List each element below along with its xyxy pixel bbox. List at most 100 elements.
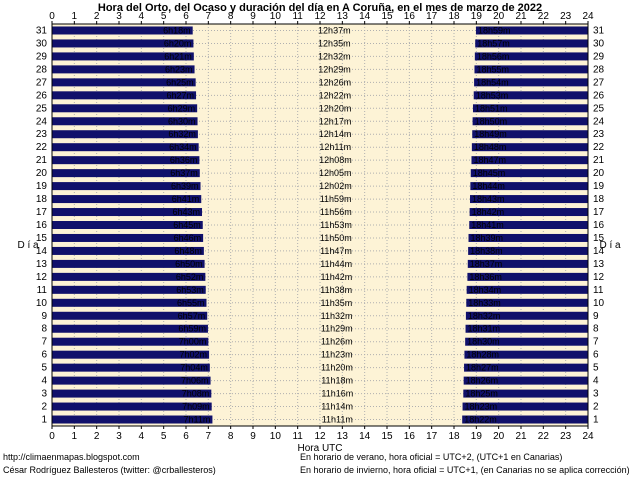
- x-tick-label-bottom: 4: [139, 431, 145, 442]
- x-tick-label-bottom: 5: [161, 431, 167, 442]
- sunrise-label: 6h27m: [167, 90, 195, 100]
- sunset-label: 18h34m: [469, 285, 502, 295]
- day-label-left: 9: [41, 311, 47, 322]
- sunrise-label: 7h11m: [184, 415, 211, 425]
- daylength-label: 12h20m: [319, 103, 352, 113]
- x-tick-label-bottom: 15: [381, 431, 393, 442]
- footer-note-summer: En horario de verano, hora oficial = UTC…: [300, 452, 563, 462]
- day-label-right: 24: [593, 116, 605, 127]
- sunset-label: 18h30m: [467, 337, 500, 347]
- plot-frame: [51, 23, 589, 427]
- x-tick-label-top: 9: [250, 11, 256, 22]
- x-tick-label-bottom: 23: [560, 431, 572, 442]
- daylength-label: 11h14m: [321, 402, 353, 412]
- day-label-right: 16: [593, 220, 605, 231]
- night-bar-evening: [463, 376, 588, 385]
- sunrise-label: 6h36m: [170, 155, 198, 165]
- day-label-right: 30: [593, 38, 605, 49]
- day-label-right: 28: [593, 64, 605, 75]
- x-tick-label-bottom: 11: [292, 431, 303, 442]
- daylength-label: 12h26m: [319, 77, 352, 87]
- daylength-label: 12h14m: [319, 129, 352, 139]
- night-bar-morning: [52, 311, 208, 320]
- sunrise-label: 6h45m: [173, 220, 201, 230]
- sunrise-label: 6h46m: [174, 233, 202, 243]
- night-bar-evening: [475, 26, 588, 35]
- night-bar-evening: [471, 156, 588, 165]
- x-tick-label-bottom: 3: [116, 431, 122, 442]
- sunrise-label: 7h06m: [181, 376, 209, 386]
- x-tick-label-bottom: 13: [337, 431, 349, 442]
- sunrise-label: 6h48m: [174, 246, 202, 256]
- night-bar-morning: [52, 350, 210, 359]
- x-tick-label-bottom: 22: [538, 431, 550, 442]
- day-label-left: 31: [36, 25, 48, 36]
- night-bar-morning: [52, 259, 205, 268]
- day-label-left: 22: [36, 142, 48, 153]
- x-tick-label-bottom: 20: [493, 431, 505, 442]
- night-bar-evening: [473, 91, 588, 100]
- night-bar-morning: [52, 26, 193, 35]
- daylength-label: 11h29m: [321, 324, 353, 334]
- x-tick-label-bottom: 6: [183, 431, 189, 442]
- night-bar-evening: [465, 324, 588, 333]
- x-tick-label-bottom: 14: [359, 431, 371, 442]
- day-label-left: 8: [41, 324, 47, 335]
- x-axis-label: Hora UTC: [297, 443, 342, 454]
- daylength-label: 11h38m: [320, 285, 352, 295]
- day-label-right: 3: [593, 389, 599, 400]
- night-bar-evening: [469, 208, 588, 217]
- x-tick-label-top: 2: [94, 11, 100, 22]
- sunset-label: 18h44m: [472, 181, 505, 191]
- night-bar-evening: [465, 337, 588, 346]
- sunrise-label: 6h43m: [172, 207, 200, 217]
- day-label-right: 7: [593, 337, 599, 348]
- sunrise-label: 6h37m: [170, 168, 198, 178]
- x-tick-label-top: 5: [161, 11, 167, 22]
- night-bar-evening: [472, 117, 588, 126]
- day-label-right: 31: [593, 25, 605, 36]
- sunset-label: 18h28m: [466, 350, 499, 360]
- day-label-left: 5: [41, 363, 47, 374]
- day-label-left: 25: [36, 103, 48, 114]
- x-tick-label-top: 18: [448, 11, 460, 22]
- night-bar-morning: [52, 221, 203, 229]
- x-tick-label-top: 6: [183, 11, 189, 22]
- sunrise-label: 7h08m: [182, 389, 210, 399]
- x-tick-label-bottom: 7: [206, 431, 212, 442]
- sunset-label: 18h27m: [466, 363, 499, 373]
- day-label-left: 28: [36, 64, 48, 75]
- sunrise-label: 6h59m: [178, 324, 206, 334]
- night-bar-evening: [462, 402, 588, 411]
- daylength-label: 11h23m: [321, 350, 353, 360]
- x-tick-label-top: 10: [270, 11, 282, 22]
- night-bar-evening: [468, 233, 588, 242]
- x-tick-label-top: 14: [359, 11, 371, 22]
- daylength-label: 12h22m: [319, 90, 352, 100]
- daylength-label: 12h32m: [318, 51, 351, 61]
- night-bar-morning: [52, 246, 204, 255]
- night-bar-morning: [52, 156, 200, 165]
- sunset-label: 18h55m: [476, 64, 509, 74]
- sunrise-label: 6h34m: [169, 142, 197, 152]
- sunset-label: 18h41m: [471, 220, 504, 230]
- x-tick-label-bottom: 1: [72, 431, 78, 442]
- day-label-left: 4: [41, 376, 47, 387]
- night-bar-morning: [52, 169, 200, 178]
- x-tick-label-top: 4: [139, 11, 145, 22]
- night-bar-evening: [464, 363, 588, 372]
- night-bar-evening: [470, 195, 588, 204]
- day-label-right: 19: [593, 181, 605, 192]
- x-tick-label-top: 15: [381, 11, 393, 22]
- x-tick-label-bottom: 19: [471, 431, 483, 442]
- night-bar-evening: [465, 311, 588, 320]
- sunset-label: 18h31m: [468, 324, 501, 334]
- x-tick-label-top: 11: [292, 11, 303, 22]
- night-bar-morning: [52, 208, 203, 217]
- night-bar-morning: [52, 376, 211, 385]
- daylength-label: 11h59m: [320, 194, 352, 204]
- daylength-label: 11h35m: [320, 298, 352, 308]
- night-bar-evening: [472, 130, 588, 139]
- daylength-label: 11h42m: [320, 272, 352, 282]
- daylength-label: 12h17m: [319, 116, 352, 126]
